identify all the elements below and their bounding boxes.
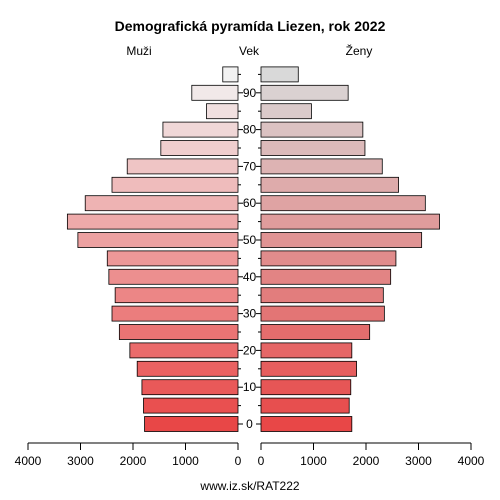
male-bar — [106, 250, 239, 267]
female-bar — [260, 287, 384, 304]
female-bar — [260, 250, 397, 267]
male-bar — [126, 158, 239, 175]
age-tick-label: 60 — [243, 196, 257, 210]
axes-layer: 0 10 20 30 40 50 60 70 80 90 4000 3000 2000 1000 0 0 100… — [15, 73, 485, 468]
female-x-tick-label: 1000 — [300, 454, 327, 468]
female-x-tick-label: 2000 — [353, 454, 380, 468]
female-x-tick-label: 0 — [258, 454, 265, 468]
age-tick-label: 70 — [243, 159, 257, 173]
female-bar — [260, 342, 353, 359]
male-bar — [141, 379, 239, 396]
age-tick-label: 80 — [243, 123, 257, 137]
female-bar — [260, 268, 392, 285]
female-bar — [260, 213, 440, 230]
male-bar — [136, 360, 239, 377]
female-bar — [260, 360, 357, 377]
male-bar — [111, 305, 239, 322]
bars-layer — [66, 66, 440, 432]
male-x-tick-label: 3000 — [67, 454, 94, 468]
female-label: Ženy — [346, 43, 373, 58]
source-footer: www.iz.sk/RAT222 — [199, 479, 299, 493]
male-bar — [191, 84, 239, 101]
male-x-tick-label: 4000 — [15, 454, 42, 468]
female-bar — [260, 103, 312, 120]
female-x-tick-label: 3000 — [405, 454, 432, 468]
chart-title: Demografická pyramída Liezen, rok 2022 — [115, 18, 386, 34]
female-bar — [260, 84, 349, 101]
female-bar — [260, 121, 364, 138]
male-x-tick-label: 0 — [235, 454, 242, 468]
age-axis-label: Vek — [239, 44, 260, 58]
male-bar — [222, 66, 239, 83]
male-bar — [77, 232, 239, 248]
female-bar — [260, 416, 353, 432]
female-bar — [260, 195, 426, 212]
age-tick-label: 30 — [243, 307, 257, 321]
male-bar — [111, 176, 239, 193]
male-x-tick-label: 1000 — [172, 454, 199, 468]
female-bar — [260, 305, 385, 322]
female-bar — [260, 324, 371, 340]
female-bar — [260, 176, 399, 193]
male-x-tick-label: 2000 — [120, 454, 147, 468]
female-bar — [260, 66, 299, 83]
female-bar — [260, 158, 383, 175]
age-tick-label: 10 — [243, 380, 257, 394]
male-bar — [84, 195, 239, 212]
female-x-tick-label: 4000 — [458, 454, 485, 468]
female-bar — [260, 379, 352, 396]
age-tick-label: 40 — [243, 270, 257, 284]
male-bar — [206, 103, 239, 120]
male-bar — [108, 268, 239, 285]
age-tick-label: 0 — [246, 417, 253, 431]
male-bar — [118, 324, 239, 340]
male-bar — [162, 121, 239, 138]
male-label: Muži — [126, 44, 151, 58]
age-tick-label: 90 — [243, 86, 257, 100]
male-bar — [114, 287, 239, 304]
age-tick-label: 50 — [243, 233, 257, 247]
male-bar — [66, 213, 239, 230]
age-tick-label: 20 — [243, 343, 257, 357]
male-bar — [129, 342, 239, 359]
female-bar — [260, 397, 350, 414]
female-bar — [260, 232, 423, 248]
female-bar — [260, 140, 366, 156]
male-bar — [160, 140, 239, 156]
male-bar — [144, 416, 239, 432]
male-bar — [143, 397, 239, 414]
